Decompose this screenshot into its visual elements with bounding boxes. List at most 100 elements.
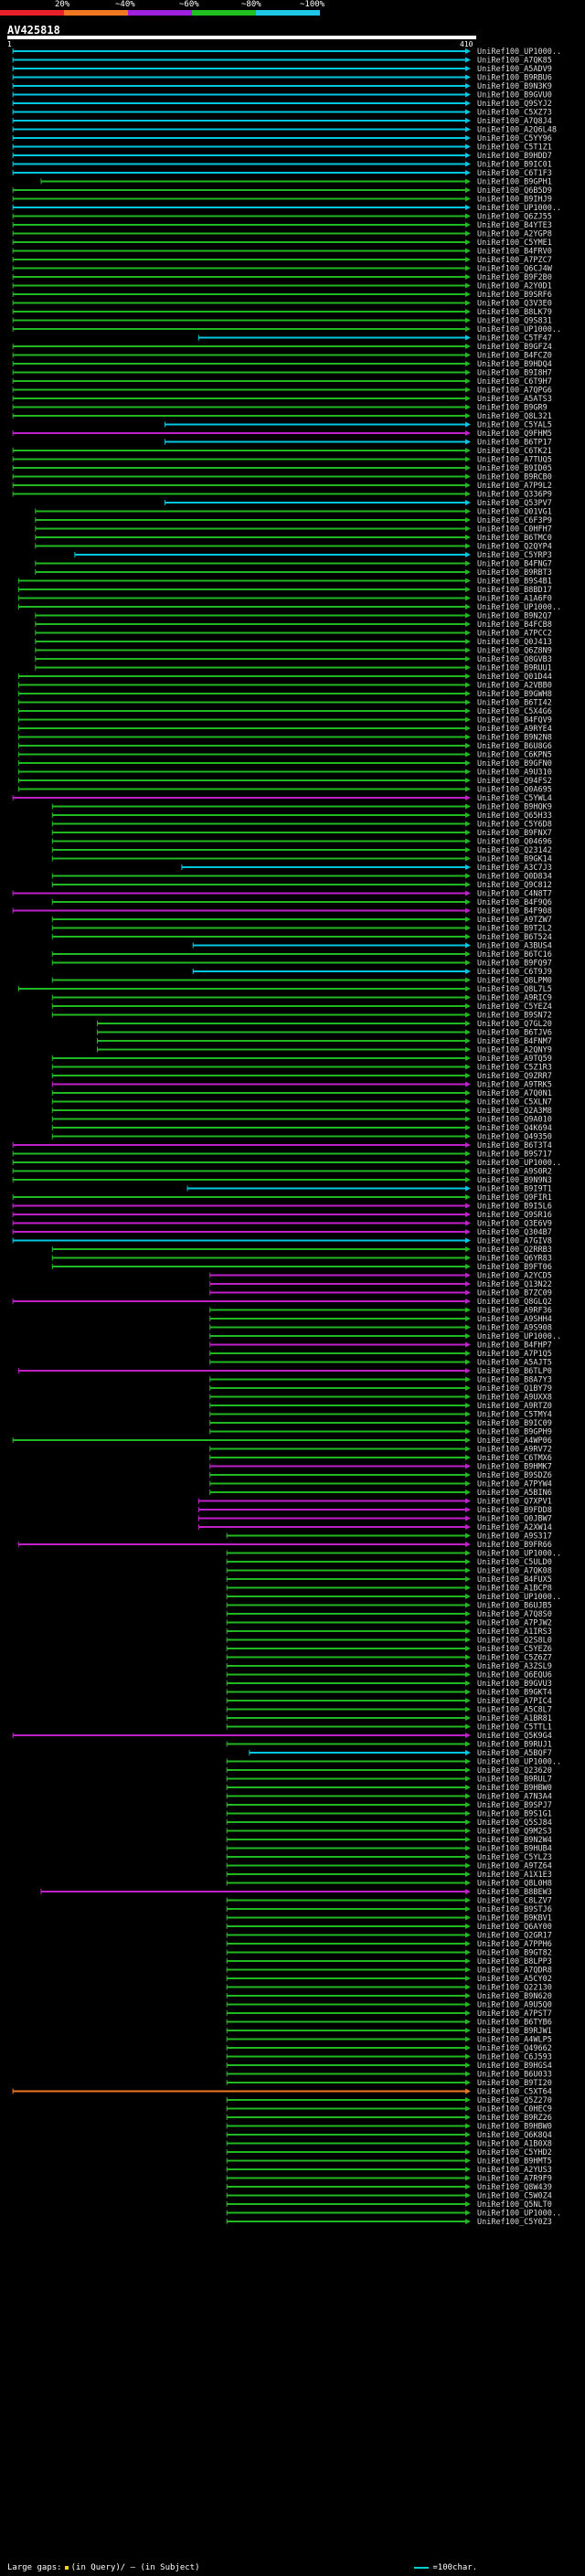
hit-label[interactable]: UniRef100_B6TMC0: [477, 534, 552, 543]
hit-label[interactable]: UniRef100_B4F9Q6: [477, 898, 552, 907]
hit-label[interactable]: UniRef100_A2Q6L48: [477, 126, 557, 135]
hit-label[interactable]: UniRef100_Q2QYP4: [477, 543, 552, 552]
hit-label[interactable]: UniRef100_A3BUS4: [477, 942, 552, 951]
hit-label[interactable]: UniRef100_B4FCZ0: [477, 352, 552, 361]
hit-label[interactable]: UniRef100_B9GWH8: [477, 690, 552, 699]
hit-label[interactable]: UniRef100_B9RCB0: [477, 473, 552, 482]
hit-label[interactable]: UniRef100_B9N9N3: [477, 1176, 552, 1185]
hit-label[interactable]: UniRef100_C5XZ73: [477, 109, 552, 118]
hit-label[interactable]: UniRef100_B9N620: [477, 1992, 552, 2001]
hit-label[interactable]: UniRef100_A5BIN6: [477, 1489, 552, 1498]
hit-label[interactable]: UniRef100_B9F2B0: [477, 273, 552, 282]
hit-label[interactable]: UniRef100_A9TZW7: [477, 916, 552, 925]
hit-label[interactable]: UniRef100_A7Q8S0: [477, 1610, 552, 1619]
hit-label[interactable]: UniRef100_B9GFN0: [477, 759, 552, 769]
hit-label[interactable]: UniRef100_B9HMK7: [477, 1463, 552, 1472]
hit-label[interactable]: UniRef100_UP1000..: [477, 325, 561, 334]
hit-label[interactable]: UniRef100_C6T9J9: [477, 968, 552, 977]
hit-label[interactable]: UniRef100_C0HEC9: [477, 2105, 552, 2115]
hit-label[interactable]: UniRef100_A7QPG6: [477, 387, 552, 396]
hit-label[interactable]: UniRef100_A7Q8J4: [477, 117, 552, 126]
hit-label[interactable]: UniRef100_A7PYW4: [477, 1480, 552, 1489]
hit-label[interactable]: UniRef100_Q6ZJ55: [477, 213, 552, 222]
hit-label[interactable]: UniRef100_B8BD17: [477, 586, 552, 595]
hit-label[interactable]: UniRef100_B9FR66: [477, 1541, 552, 1550]
hit-label[interactable]: UniRef100_Q8W439: [477, 2183, 552, 2192]
hit-label[interactable]: UniRef100_C5TMY4: [477, 1411, 552, 1420]
hit-label[interactable]: UniRef100_B9RUL7: [477, 1776, 552, 1785]
hit-label[interactable]: UniRef100_Q3V3E0: [477, 300, 552, 309]
hit-label[interactable]: UniRef100_B9SDZ6: [477, 1471, 552, 1480]
hit-label[interactable]: UniRef100_A2XW14: [477, 1523, 552, 1532]
hit-label[interactable]: UniRef100_A9TZ64: [477, 1862, 552, 1871]
hit-label[interactable]: UniRef100_A9TQ59: [477, 1055, 552, 1064]
hit-label[interactable]: UniRef100_Q23620: [477, 1766, 552, 1776]
hit-label[interactable]: UniRef100_B6TYB6: [477, 2019, 552, 2028]
hit-label[interactable]: UniRef100_B9SPJ7: [477, 1801, 552, 1810]
hit-label[interactable]: UniRef100_A2Y0D1: [477, 282, 552, 292]
hit-label[interactable]: UniRef100_A4WLP5: [477, 2036, 552, 2045]
hit-label[interactable]: UniRef100_B6TP17: [477, 439, 552, 448]
hit-label[interactable]: UniRef100_B9ID05: [477, 464, 552, 473]
hit-label[interactable]: UniRef100_A2YGP8: [477, 230, 552, 239]
hit-label[interactable]: UniRef100_B9IC09: [477, 1419, 552, 1428]
hit-label[interactable]: UniRef100_A1BR81: [477, 1714, 552, 1723]
hit-label[interactable]: UniRef100_UP1000..: [477, 1332, 561, 1341]
hit-label[interactable]: UniRef100_B9HUB4: [477, 1845, 552, 1854]
hit-label[interactable]: UniRef100_A1B0X8: [477, 2140, 552, 2149]
hit-label[interactable]: UniRef100_B9RBT3: [477, 568, 552, 578]
hit-label[interactable]: UniRef100_B9GKT4: [477, 1689, 552, 1698]
hit-label[interactable]: UniRef100_Q6EQU6: [477, 1671, 552, 1680]
hit-label[interactable]: UniRef100_A9UXX8: [477, 1394, 552, 1403]
hit-label[interactable]: UniRef100_Q53PV7: [477, 499, 552, 508]
hit-label[interactable]: UniRef100_UP1000..: [477, 1159, 561, 1168]
hit-label[interactable]: UniRef100_B9S4B1: [477, 578, 552, 587]
hit-label[interactable]: UniRef100_Q5K9G4: [477, 1732, 552, 1741]
hit-label[interactable]: UniRef100_C6KPN5: [477, 751, 552, 760]
hit-label[interactable]: UniRef100_B9T2L2: [477, 925, 552, 934]
hit-label[interactable]: UniRef100_B9I5L6: [477, 1203, 552, 1212]
hit-label[interactable]: UniRef100_B9GFZ4: [477, 343, 552, 352]
hit-label[interactable]: UniRef100_C6J593: [477, 2053, 552, 2062]
hit-label[interactable]: UniRef100_A5AJT5: [477, 1359, 552, 1368]
hit-label[interactable]: UniRef100_C6TK21: [477, 447, 552, 456]
hit-label[interactable]: UniRef100_Q9ZRR7: [477, 1072, 552, 1081]
hit-label[interactable]: UniRef100_A7R9F9: [477, 2175, 552, 2184]
hit-label[interactable]: UniRef100_B6TC16: [477, 950, 552, 959]
hit-label[interactable]: UniRef100_Q2S8L0: [477, 1637, 552, 1646]
hit-label[interactable]: UniRef100_B6TI42: [477, 699, 552, 708]
hit-label[interactable]: UniRef100_B9HGS4: [477, 2062, 552, 2071]
hit-label[interactable]: UniRef100_B9RBU6: [477, 74, 552, 83]
hit-label[interactable]: UniRef100_B9IHJ9: [477, 196, 552, 205]
hit-label[interactable]: UniRef100_A7PZC7: [477, 256, 552, 265]
hit-label[interactable]: UniRef100_A1X1E3: [477, 1871, 552, 1880]
hit-label[interactable]: UniRef100_Q9A010: [477, 1116, 552, 1125]
hit-label[interactable]: UniRef100_B4FQV9: [477, 716, 552, 726]
hit-label[interactable]: UniRef100_Q3E6V9: [477, 1220, 552, 1229]
hit-label[interactable]: UniRef100_B8LK79: [477, 308, 552, 317]
hit-label[interactable]: UniRef100_B4F908: [477, 907, 552, 917]
hit-label[interactable]: UniRef100_A9SHH4: [477, 1315, 552, 1324]
hit-label[interactable]: UniRef100_B4FNM7: [477, 1037, 552, 1046]
hit-label[interactable]: UniRef100_Q8LPM0: [477, 977, 552, 986]
hit-label[interactable]: UniRef100_B9GT82: [477, 1949, 552, 1958]
hit-label[interactable]: UniRef100_A7QK08: [477, 1567, 552, 1576]
hit-label[interactable]: UniRef100_Q9SYJ2: [477, 100, 552, 109]
hit-label[interactable]: UniRef100_UP1000..: [477, 2210, 561, 2219]
hit-label[interactable]: UniRef100_Q5SJ84: [477, 1818, 552, 1828]
hit-label[interactable]: UniRef100_Q04696: [477, 838, 552, 847]
hit-label[interactable]: UniRef100_Q49662: [477, 2044, 552, 2053]
hit-label[interactable]: UniRef100_B9FT06: [477, 1263, 552, 1272]
hit-label[interactable]: UniRef100_C5TF47: [477, 334, 552, 344]
hit-label[interactable]: UniRef100_B9N3K9: [477, 82, 552, 91]
hit-label[interactable]: UniRef100_C0HFH7: [477, 525, 552, 535]
hit-label[interactable]: UniRef100_A7Q0N1: [477, 1089, 552, 1098]
hit-label[interactable]: UniRef100_A2VBB0: [477, 682, 552, 691]
hit-label[interactable]: UniRef100_Q9SR16: [477, 1211, 552, 1220]
hit-label[interactable]: UniRef100_Q9M2S3: [477, 1828, 552, 1837]
hit-label[interactable]: UniRef100_Q13N22: [477, 1280, 552, 1289]
hit-label[interactable]: UniRef100_B9SN72: [477, 1012, 552, 1021]
hit-label[interactable]: UniRef100_C5XT64: [477, 2088, 552, 2097]
hit-label[interactable]: UniRef100_B6U033: [477, 2071, 552, 2080]
hit-label[interactable]: UniRef100_Q9FIR1: [477, 1193, 552, 1203]
